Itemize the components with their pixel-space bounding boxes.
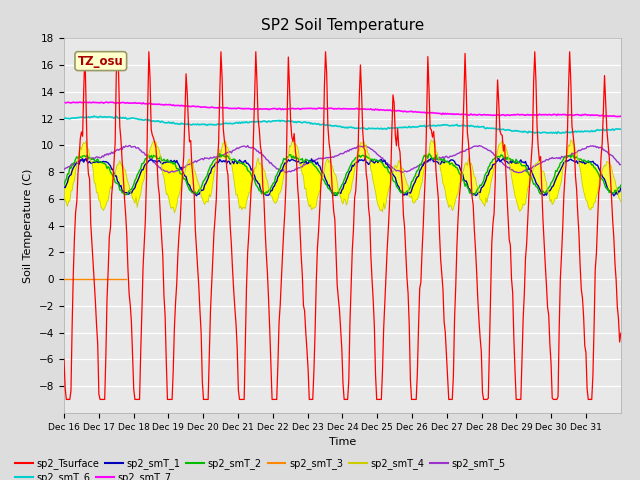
Line: sp2_smT_6: sp2_smT_6	[64, 116, 621, 133]
sp2_Tsurface	[617, 330, 625, 336]
Line: sp2_smT_7: sp2_smT_7	[64, 102, 621, 117]
sp2_smT_4	[472, 175, 479, 180]
sp2_smT_2	[234, 159, 241, 165]
sp2_smT_7	[614, 114, 621, 120]
sp2_smT_1	[372, 159, 380, 165]
sp2_smT_5	[60, 167, 68, 172]
sp2_smT_2	[295, 157, 303, 163]
sp2_smT_5	[472, 144, 479, 149]
sp2_smT_3	[97, 276, 105, 282]
sp2_smT_1	[399, 189, 406, 195]
Text: TZ_osu: TZ_osu	[78, 55, 124, 68]
sp2_Tsurface	[298, 252, 305, 258]
sp2_smT_5	[401, 168, 408, 174]
sp2_smT_4	[399, 166, 407, 172]
sp2_smT_2	[373, 157, 381, 163]
sp2_smT_4	[617, 199, 625, 204]
sp2_smT_2	[60, 182, 68, 188]
sp2_smT_3	[60, 276, 68, 282]
sp2_smT_7	[617, 113, 625, 119]
sp2_smT_6	[373, 126, 381, 132]
sp2_smT_1	[470, 191, 478, 197]
Line: sp2_smT_2: sp2_smT_2	[64, 154, 621, 196]
sp2_Tsurface	[60, 356, 68, 362]
sp2_smT_7	[399, 108, 406, 114]
sp2_smT_2	[330, 193, 337, 199]
sp2_smT_5	[617, 162, 625, 168]
sp2_smT_7	[372, 106, 380, 112]
sp2_smT_4	[171, 210, 179, 216]
sp2_smT_5	[244, 143, 252, 148]
sp2_smT_3	[96, 276, 104, 282]
Legend: sp2_smT_6, sp2_smT_7: sp2_smT_6, sp2_smT_7	[12, 468, 176, 480]
Line: sp2_Tsurface: sp2_Tsurface	[64, 52, 621, 399]
sp2_smT_3	[94, 276, 102, 282]
sp2_Tsurface	[568, 123, 576, 129]
sp2_smT_1	[234, 161, 241, 167]
sp2_Tsurface	[63, 396, 70, 402]
sp2_Tsurface	[236, 396, 243, 402]
sp2_smT_3	[70, 276, 78, 282]
Y-axis label: Soil Temperature (C): Soil Temperature (C)	[23, 168, 33, 283]
sp2_smT_5	[374, 152, 381, 157]
sp2_smT_4	[234, 197, 242, 203]
sp2_smT_6	[553, 131, 561, 136]
Legend: sp2_Tsurface, sp2_smT_1, sp2_smT_2, sp2_smT_3, sp2_smT_4, sp2_smT_5: sp2_Tsurface, sp2_smT_1, sp2_smT_2, sp2_…	[12, 454, 509, 473]
sp2_Tsurface	[374, 396, 381, 402]
sp2_smT_1	[295, 158, 303, 164]
sp2_smT_4	[373, 197, 381, 203]
sp2_smT_5	[298, 164, 305, 169]
sp2_Tsurface	[472, 246, 479, 252]
Line: sp2_smT_5: sp2_smT_5	[64, 145, 621, 173]
sp2_smT_1	[567, 156, 575, 162]
sp2_smT_3	[122, 276, 129, 282]
sp2_smT_7	[234, 106, 241, 111]
sp2_smT_6	[617, 126, 625, 132]
sp2_smT_7	[295, 106, 303, 111]
sp2_smT_4	[431, 137, 438, 143]
sp2_smT_1	[428, 155, 435, 161]
sp2_smT_2	[399, 190, 407, 196]
sp2_smT_6	[568, 129, 576, 134]
sp2_smT_4	[296, 162, 304, 168]
sp2_smT_4	[60, 195, 68, 201]
sp2_smT_3	[83, 276, 91, 282]
sp2_smT_5	[568, 150, 576, 156]
sp2_smT_2	[472, 191, 479, 196]
sp2_Tsurface	[81, 49, 89, 55]
sp2_smT_1	[60, 184, 68, 190]
sp2_smT_2	[617, 182, 625, 188]
Line: sp2_smT_1: sp2_smT_1	[64, 158, 621, 196]
sp2_smT_1	[610, 193, 618, 199]
sp2_smT_7	[566, 112, 573, 118]
sp2_smT_2	[425, 151, 433, 156]
sp2_smT_5	[234, 146, 242, 152]
sp2_smT_6	[90, 113, 98, 119]
Title: SP2 Soil Temperature: SP2 Soil Temperature	[260, 18, 424, 33]
sp2_smT_7	[469, 112, 477, 118]
X-axis label: Time: Time	[329, 437, 356, 447]
sp2_smT_4	[568, 138, 576, 144]
sp2_smT_6	[399, 125, 407, 131]
sp2_smT_7	[60, 99, 68, 105]
sp2_smT_6	[470, 124, 478, 130]
sp2_smT_5	[164, 170, 172, 176]
sp2_smT_6	[234, 120, 242, 126]
Line: sp2_smT_4: sp2_smT_4	[64, 140, 621, 213]
sp2_smT_1	[617, 185, 625, 191]
sp2_smT_6	[296, 119, 304, 125]
sp2_smT_6	[60, 116, 68, 121]
sp2_smT_2	[568, 153, 576, 158]
sp2_smT_3	[102, 276, 109, 282]
sp2_Tsurface	[401, 224, 408, 230]
